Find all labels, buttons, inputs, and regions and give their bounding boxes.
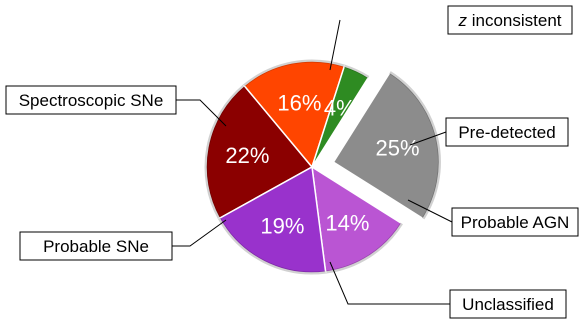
pie-slice-pre-detected — [243, 60, 346, 169]
callout-label-spectroscopic-sne: Spectroscopic SNe — [19, 91, 164, 110]
leader-line-unclassified — [329, 261, 450, 305]
pie-slice-z-inconsistent — [205, 84, 314, 220]
pie-slice-edge-z-inconsistent — [204, 84, 246, 220]
pie-slice-probable-sne — [311, 165, 403, 273]
percent-label-z-inconsistent: 22% — [225, 143, 269, 168]
callout-label-probable-agn: Probable AGN — [461, 213, 570, 232]
percent-label-pre-detected: 16% — [277, 90, 321, 115]
callout-labels: z inconsistent Pre-detected Probable AGN Un… — [5, 5, 579, 319]
leader-line-z-inconsistent — [329, 19, 341, 71]
pie-slice-spectroscopic-sne — [218, 165, 327, 274]
percent-label-probable-agn: 4% — [324, 95, 356, 120]
pie-slice-edge-probable-sne — [325, 222, 403, 274]
pie-slice-edge-probable-agn — [343, 64, 370, 79]
callout-label-probable-sne: Probable SNe — [43, 237, 149, 256]
leader-line-spectroscopic-sne — [176, 99, 227, 127]
callout-box-unclassified — [449, 289, 567, 319]
pie-slice-unclassified — [332, 71, 441, 220]
pie-slice-edge-unclassified — [389, 71, 441, 220]
callout-box-pre-detected — [445, 117, 569, 147]
callout-box-spectroscopic-sne — [5, 85, 177, 115]
callout-label-pre-detected: Pre-detected — [458, 123, 555, 142]
pie-slice-edge-pre-detected — [243, 59, 345, 87]
callout-label-unclassified: Unclassified — [462, 295, 554, 314]
callout-box-z-inconsistent — [447, 5, 573, 35]
percent-label-unclassified: 25% — [376, 136, 420, 161]
pie-slices — [204, 59, 441, 275]
pie-slice-edge-spectroscopic-sne — [217, 217, 326, 275]
callout-label-z-inconsistent: z inconsistent — [458, 11, 562, 30]
pie-slice-probable-agn — [311, 65, 370, 168]
leader-line-probable-agn — [407, 199, 453, 223]
percent-label-spectroscopic-sne: 19% — [260, 214, 304, 239]
percent-label-probable-sne: 14% — [325, 210, 369, 235]
leader-line-pre-detected — [409, 131, 447, 146]
callout-box-probable-sne — [19, 231, 173, 261]
callout-box-probable-agn — [451, 207, 579, 237]
percent-labels: 22% 16% 4% 25% 14% 19% — [225, 90, 419, 238]
leader-line-probable-sne — [172, 219, 227, 247]
